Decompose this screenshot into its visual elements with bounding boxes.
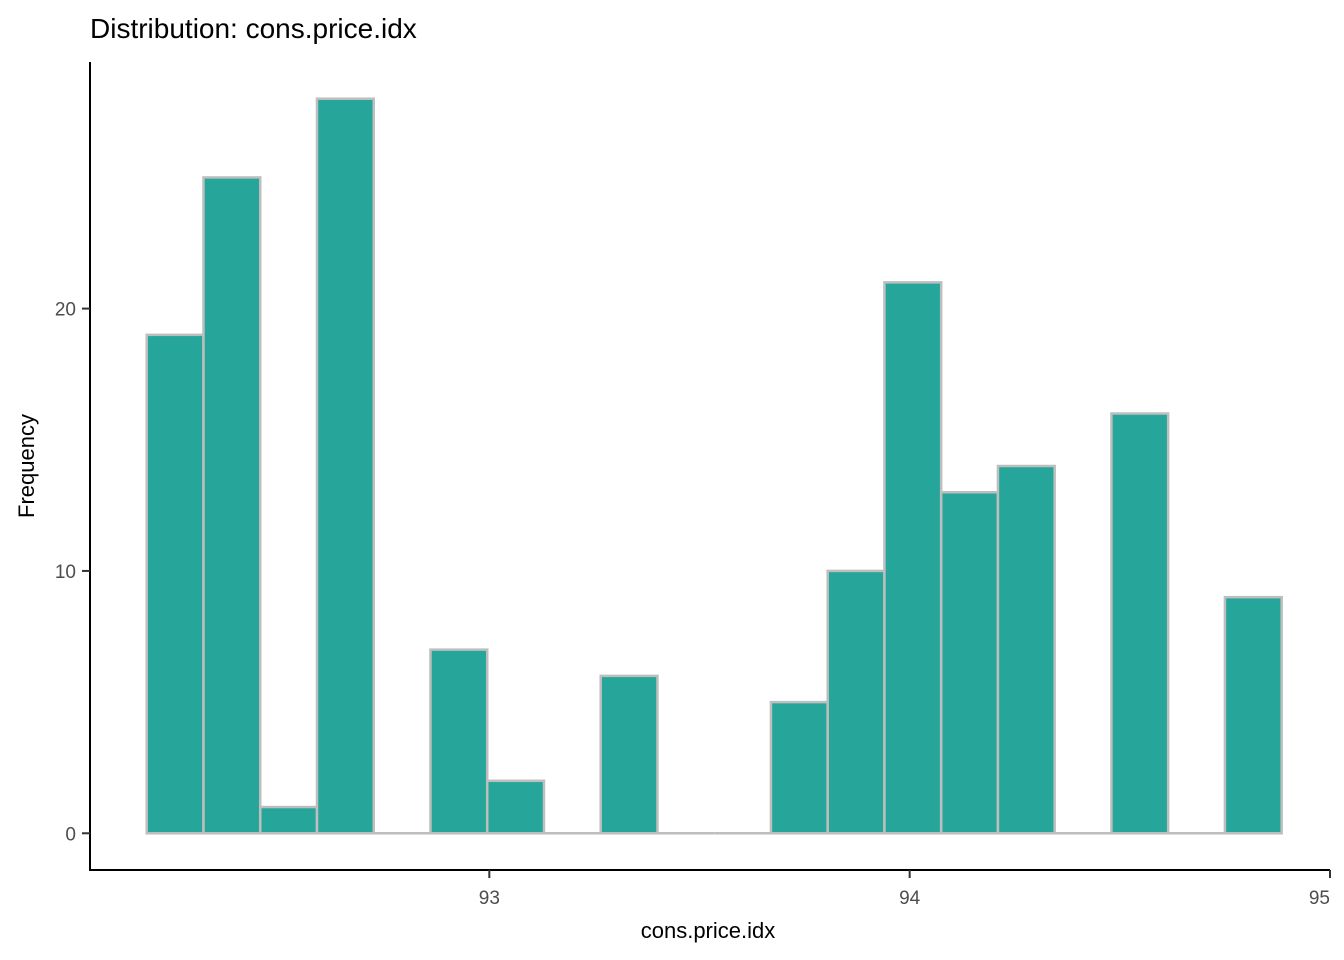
x-tick-label: 93 bbox=[479, 888, 500, 909]
bars-group bbox=[145, 97, 1283, 835]
histogram-bar bbox=[1110, 412, 1170, 835]
y-tick-label: 20 bbox=[55, 300, 76, 321]
y-axis-label: Frequency bbox=[14, 414, 39, 518]
histogram-bar bbox=[1223, 595, 1283, 835]
histogram-bar bbox=[485, 779, 546, 835]
histogram-bar bbox=[258, 805, 319, 835]
y-tick-label: 0 bbox=[65, 824, 76, 845]
histogram-bar bbox=[826, 569, 886, 835]
x-tick-label: 94 bbox=[899, 888, 921, 909]
histogram-bar bbox=[599, 674, 659, 835]
x-tick-label: 95 bbox=[1309, 888, 1330, 909]
x-axis-label: cons.price.idx bbox=[641, 918, 776, 943]
y-ticks-group: 0 10 20 bbox=[55, 300, 90, 845]
histogram-bar bbox=[202, 176, 262, 835]
chart-title: Distribution: cons.price.idx bbox=[90, 13, 417, 44]
histogram-bar bbox=[145, 333, 205, 835]
histogram-bar bbox=[939, 490, 1000, 835]
histogram-bar bbox=[996, 464, 1056, 835]
histogram-bar bbox=[883, 281, 943, 835]
y-tick-label: 10 bbox=[55, 562, 76, 583]
x-ticks-group: 93 94 95 bbox=[479, 870, 1331, 909]
histogram-bar bbox=[315, 97, 375, 835]
histogram-bar bbox=[769, 700, 829, 835]
histogram-bar bbox=[429, 648, 489, 835]
